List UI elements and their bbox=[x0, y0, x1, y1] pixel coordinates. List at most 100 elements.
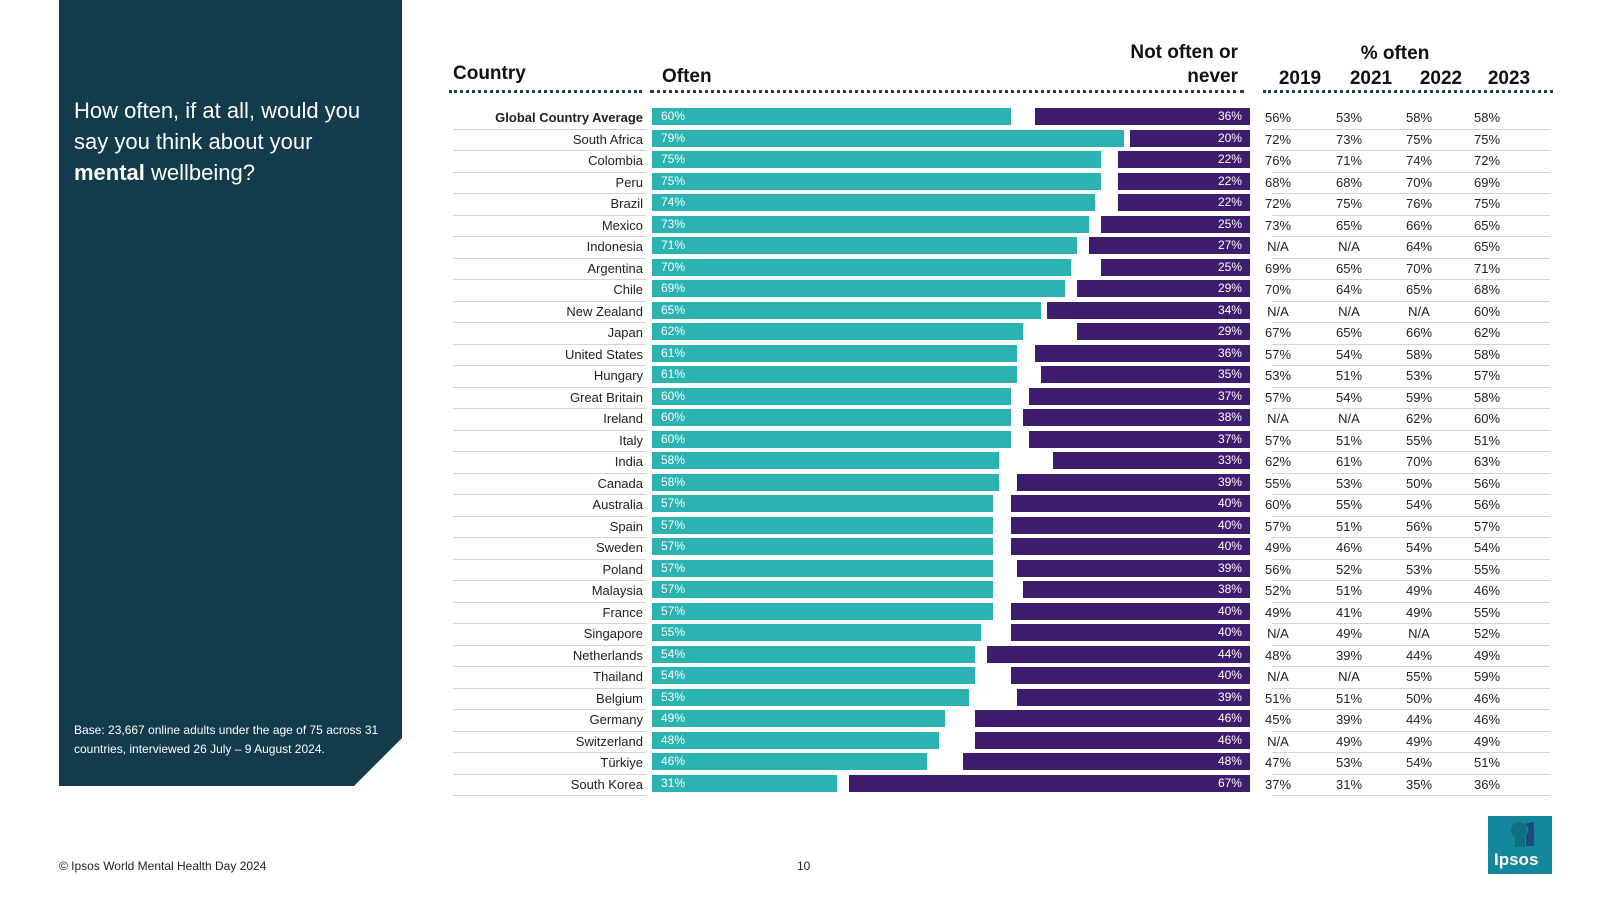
bar-often: 61% bbox=[652, 366, 1017, 383]
question-panel: How often, if at all, would you say you … bbox=[59, 0, 402, 786]
trend-value-2022: 49% bbox=[1405, 733, 1433, 749]
trend-value-2023: 57% bbox=[1473, 518, 1501, 534]
trend-value-2023: 56% bbox=[1473, 497, 1501, 512]
bar-often: 69% bbox=[652, 280, 1065, 297]
bar-often: 62% bbox=[652, 323, 1023, 340]
row-separator bbox=[453, 494, 646, 495]
country-label: Germany bbox=[589, 712, 643, 727]
row-separator bbox=[453, 386, 646, 388]
row-separator-trend bbox=[1272, 472, 1550, 474]
bar-not-often: 39% bbox=[1016, 473, 1250, 491]
header-divider-trend bbox=[1263, 90, 1553, 93]
trend-value-2023: 49% bbox=[1473, 647, 1501, 663]
trend-value-2023: 56% bbox=[1473, 475, 1501, 491]
row-separator bbox=[453, 343, 646, 345]
trend-value-2021: 46% bbox=[1335, 540, 1363, 555]
bar-not-often: 40% bbox=[1010, 667, 1250, 684]
trend-value-2019: 56% bbox=[1264, 110, 1292, 125]
trend-value-2023: 69% bbox=[1473, 174, 1501, 190]
trend-value-2022: 70% bbox=[1405, 174, 1433, 190]
bar-often: 49% bbox=[652, 710, 946, 727]
trend-value-2019: 55% bbox=[1264, 475, 1292, 491]
header-pct-often: % often bbox=[1360, 43, 1430, 64]
trend-value-2023: 55% bbox=[1473, 604, 1501, 620]
bar-often: 75% bbox=[652, 172, 1101, 190]
trend-value-2021: 53% bbox=[1335, 475, 1363, 491]
trend-value-2021: N/A bbox=[1338, 411, 1360, 426]
row-separator bbox=[453, 601, 646, 603]
trend-value-2022: 64% bbox=[1405, 239, 1433, 254]
header-not-often-line1: Not often or bbox=[1130, 42, 1238, 63]
trend-value-2019: N/A bbox=[1267, 239, 1289, 254]
row-separator-trend bbox=[1272, 709, 1550, 710]
trend-value-2023: 58% bbox=[1473, 346, 1501, 362]
country-label: Italy bbox=[619, 432, 643, 448]
trend-value-2022: 50% bbox=[1405, 475, 1433, 491]
bar-not-often: 36% bbox=[1034, 344, 1250, 362]
country-label: Thailand bbox=[593, 669, 643, 684]
bar-not-often: 37% bbox=[1028, 387, 1250, 405]
bar-often: 57% bbox=[652, 581, 993, 598]
trend-value-2019: 48% bbox=[1264, 647, 1292, 663]
row-separator bbox=[453, 193, 646, 194]
bar-often: 57% bbox=[652, 538, 993, 555]
trend-value-2023: 46% bbox=[1473, 583, 1501, 598]
bar-often: 53% bbox=[652, 688, 969, 706]
trend-value-2022: 58% bbox=[1405, 110, 1433, 125]
trend-value-2022: 35% bbox=[1405, 776, 1433, 792]
trend-value-2023: 63% bbox=[1473, 454, 1501, 469]
bar-not-often: 20% bbox=[1130, 129, 1250, 147]
trend-value-2019: 76% bbox=[1264, 153, 1292, 168]
trend-value-2019: 56% bbox=[1264, 561, 1292, 577]
bar-not-often: 33% bbox=[1052, 452, 1250, 469]
country-label: France bbox=[602, 604, 643, 620]
trend-value-2021: 65% bbox=[1335, 217, 1363, 233]
row-separator-trend bbox=[1272, 730, 1550, 732]
trend-value-2021: 61% bbox=[1335, 454, 1363, 469]
row-separator-trend bbox=[1272, 537, 1550, 538]
trend-value-2021: 65% bbox=[1335, 260, 1363, 276]
trend-value-2021: 55% bbox=[1335, 497, 1363, 512]
country-label: Peru bbox=[615, 174, 643, 190]
trend-value-2019: 52% bbox=[1264, 583, 1292, 598]
row-separator bbox=[453, 666, 646, 667]
bar-often: 57% bbox=[652, 516, 993, 534]
country-label: Poland bbox=[602, 561, 643, 577]
trend-value-2022: 44% bbox=[1405, 647, 1433, 663]
bar-not-often: 46% bbox=[974, 710, 1250, 727]
trend-value-2019: N/A bbox=[1267, 669, 1289, 684]
header-year-2022: 2022 bbox=[1419, 68, 1463, 89]
bar-not-often: 22% bbox=[1118, 151, 1250, 168]
trend-value-2021: 31% bbox=[1335, 776, 1363, 792]
trend-value-2022: 70% bbox=[1405, 260, 1433, 276]
bar-often: 75% bbox=[652, 151, 1101, 168]
trend-value-2021: 51% bbox=[1335, 518, 1363, 534]
bar-not-often: 27% bbox=[1088, 237, 1250, 254]
row-separator-trend bbox=[1272, 666, 1550, 667]
trend-value-2021: 75% bbox=[1335, 196, 1363, 211]
bar-often: 57% bbox=[652, 602, 993, 620]
bar-not-often: 25% bbox=[1100, 215, 1250, 233]
bar-often: 65% bbox=[652, 301, 1041, 319]
row-separator bbox=[453, 408, 646, 409]
trend-value-2022: 55% bbox=[1405, 432, 1433, 448]
trend-value-2019: N/A bbox=[1267, 411, 1289, 426]
country-label: Malaysia bbox=[591, 583, 643, 598]
bar-often: 73% bbox=[652, 215, 1089, 233]
trend-value-2022: 44% bbox=[1405, 712, 1433, 727]
row-separator bbox=[453, 214, 646, 216]
question-text: How often, if at all, would you say you … bbox=[74, 95, 384, 188]
row-separator-trend bbox=[1272, 451, 1550, 452]
row-separator bbox=[453, 279, 646, 280]
trend-value-2021: 39% bbox=[1335, 712, 1363, 727]
trend-value-2022: N/A bbox=[1408, 626, 1430, 641]
trend-value-2021: 71% bbox=[1335, 153, 1363, 168]
bar-not-often: 44% bbox=[986, 645, 1250, 663]
trend-value-2021: 68% bbox=[1335, 174, 1363, 190]
trend-value-2022: 53% bbox=[1405, 561, 1433, 577]
trend-value-2021: 51% bbox=[1335, 690, 1363, 706]
trend-value-2023: 72% bbox=[1473, 153, 1501, 168]
country-label: Mexico bbox=[601, 217, 643, 233]
bar-often: 74% bbox=[652, 194, 1095, 211]
bar-often: 60% bbox=[652, 108, 1011, 125]
